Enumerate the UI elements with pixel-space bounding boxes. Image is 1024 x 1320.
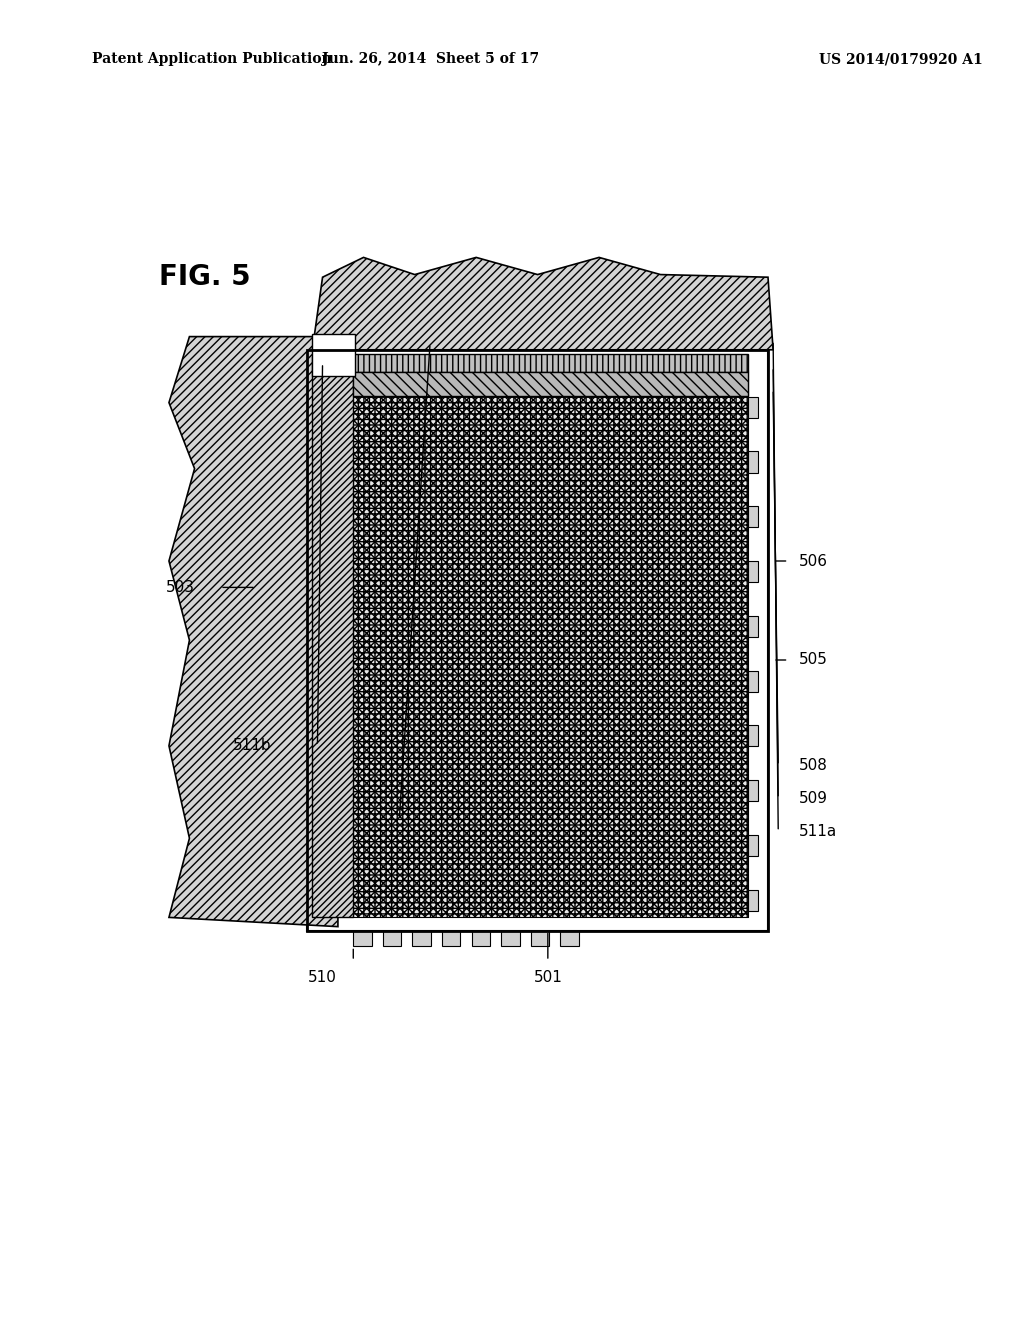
Text: 506: 506: [799, 553, 827, 569]
Bar: [748, 671, 758, 692]
Text: Jun. 26, 2014  Sheet 5 of 17: Jun. 26, 2014 Sheet 5 of 17: [322, 53, 539, 66]
Text: 510: 510: [308, 970, 337, 985]
Bar: [353, 370, 748, 917]
Bar: [748, 890, 758, 911]
Bar: [312, 334, 355, 376]
Bar: [530, 931, 549, 946]
Polygon shape: [312, 257, 773, 350]
Bar: [353, 372, 748, 396]
Bar: [748, 561, 758, 582]
Text: 511b: 511b: [232, 738, 271, 754]
Text: 509: 509: [799, 791, 827, 807]
Bar: [748, 780, 758, 801]
Bar: [748, 726, 758, 747]
Text: FIG. 5: FIG. 5: [159, 263, 250, 292]
Bar: [383, 931, 401, 946]
Text: US 2014/0179920 A1: US 2014/0179920 A1: [819, 53, 983, 66]
Bar: [748, 615, 758, 638]
Text: 512: 512: [359, 817, 388, 833]
Polygon shape: [169, 337, 338, 927]
Bar: [413, 931, 431, 946]
Bar: [560, 931, 579, 946]
Bar: [471, 931, 489, 946]
Bar: [353, 370, 748, 917]
Bar: [353, 931, 372, 946]
Bar: [307, 350, 768, 931]
Text: 501: 501: [534, 970, 562, 985]
Bar: [501, 931, 519, 946]
Text: 503: 503: [166, 579, 195, 595]
Bar: [353, 354, 748, 372]
Text: 511a: 511a: [799, 824, 837, 840]
Bar: [748, 836, 758, 857]
Text: 508: 508: [799, 758, 827, 774]
Bar: [307, 350, 768, 931]
Bar: [442, 931, 461, 946]
Bar: [748, 451, 758, 473]
Text: Patent Application Publication: Patent Application Publication: [92, 53, 332, 66]
Text: 505: 505: [799, 652, 827, 668]
Polygon shape: [312, 356, 353, 917]
Bar: [748, 397, 758, 418]
Bar: [748, 507, 758, 528]
